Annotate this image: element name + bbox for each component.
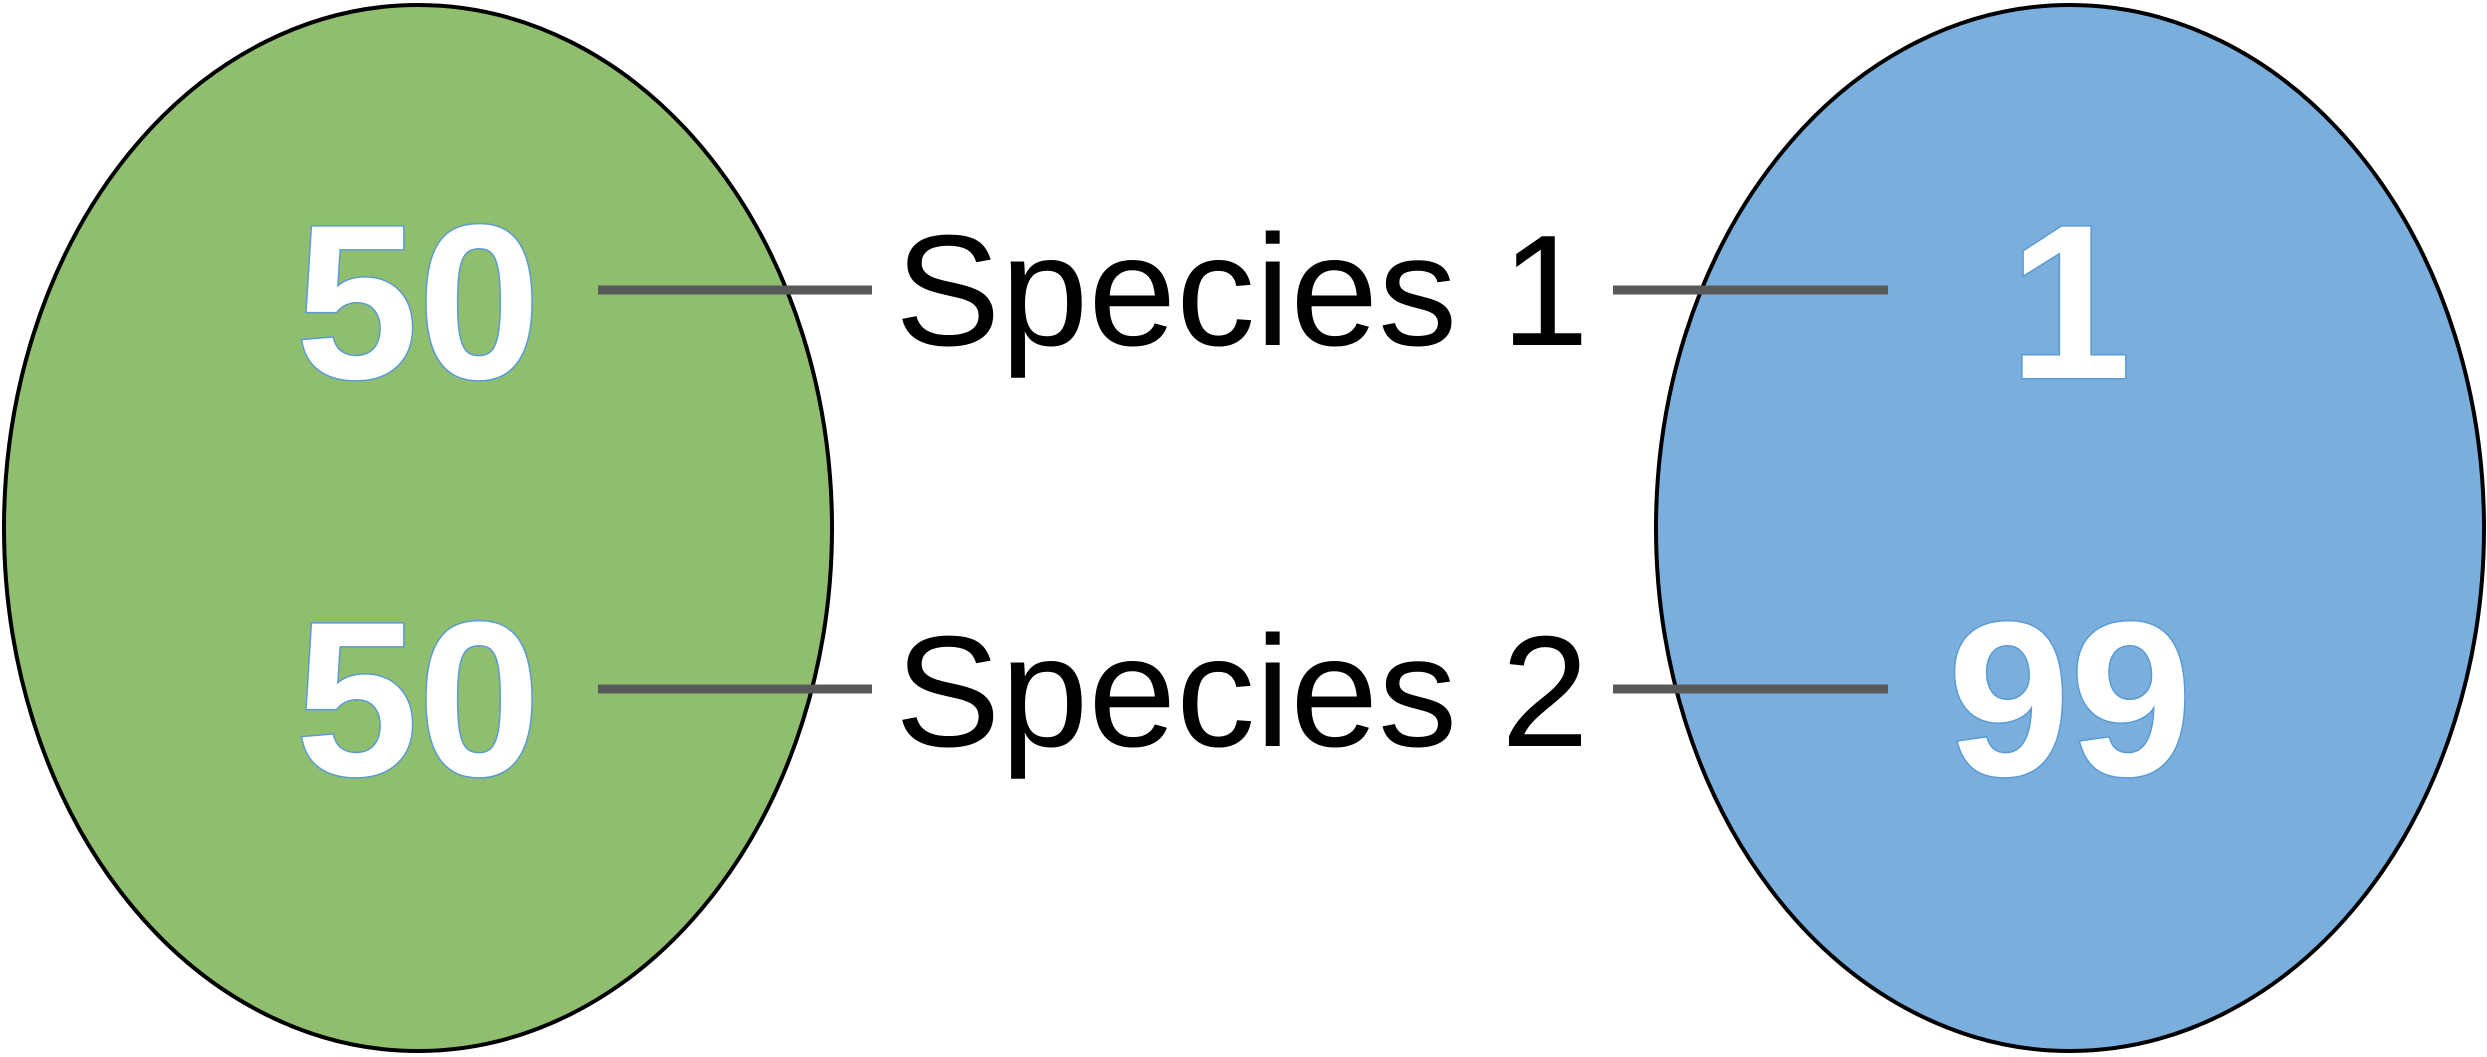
community-a-ellipse: [2, 3, 834, 1053]
community-a-species-2-count: 50: [296, 576, 541, 822]
community-b-species-2-count: 99: [1948, 576, 2193, 822]
species-1-label: Species 1: [895, 203, 1589, 379]
species-2-label: Species 2: [895, 604, 1589, 780]
community-b-species-1-count: 1: [2009, 179, 2131, 425]
community-b-ellipse: [1654, 3, 2486, 1053]
community-a-species-1-count: 50: [296, 179, 541, 425]
